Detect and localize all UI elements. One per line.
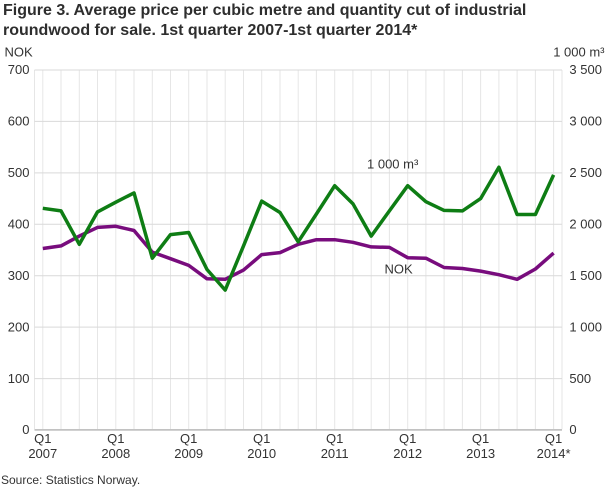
svg-text:1 000: 1 000: [569, 319, 602, 334]
svg-text:700: 700: [8, 62, 30, 77]
svg-text:2012: 2012: [393, 446, 422, 461]
svg-text:3 000: 3 000: [569, 114, 602, 129]
svg-text:Q1: Q1: [253, 431, 270, 446]
svg-text:200: 200: [8, 319, 30, 334]
svg-text:2011: 2011: [321, 446, 349, 461]
svg-text:Q1: Q1: [472, 431, 489, 446]
svg-text:2008: 2008: [101, 446, 130, 461]
svg-text:2013: 2013: [466, 446, 495, 461]
svg-text:Q1: Q1: [107, 431, 124, 446]
svg-text:2014*: 2014*: [537, 446, 571, 461]
svg-text:600: 600: [8, 114, 30, 129]
svg-text:1 000 m³: 1 000 m³: [367, 157, 419, 172]
svg-text:Q1: Q1: [326, 431, 343, 446]
svg-text:NOK: NOK: [5, 45, 34, 60]
svg-text:Q1: Q1: [34, 431, 51, 446]
svg-text:Q1: Q1: [180, 431, 197, 446]
svg-text:1 500: 1 500: [569, 268, 602, 283]
svg-text:400: 400: [8, 217, 30, 232]
svg-text:1 000 m³: 1 000 m³: [553, 45, 605, 60]
svg-text:2 000: 2 000: [569, 217, 602, 232]
svg-text:100: 100: [8, 371, 30, 386]
svg-text:0: 0: [569, 422, 576, 437]
svg-text:2 500: 2 500: [569, 165, 602, 180]
svg-text:Q1: Q1: [399, 431, 416, 446]
svg-text:500: 500: [569, 371, 591, 386]
svg-text:500: 500: [8, 165, 30, 180]
svg-text:0: 0: [22, 422, 29, 437]
svg-text:3 500: 3 500: [569, 62, 602, 77]
svg-text:2009: 2009: [174, 446, 203, 461]
svg-text:300: 300: [8, 268, 30, 283]
svg-text:2010: 2010: [247, 446, 276, 461]
svg-text:2007: 2007: [28, 446, 57, 461]
svg-text:Q1: Q1: [545, 431, 562, 446]
svg-text:NOK: NOK: [385, 262, 414, 277]
